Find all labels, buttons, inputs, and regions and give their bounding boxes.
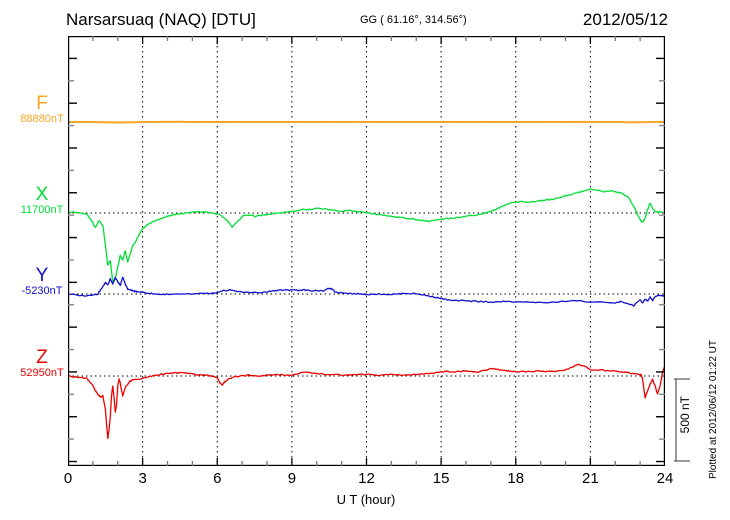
component-letter: Z	[36, 347, 48, 368]
component-baseline-value: -5230nT	[21, 285, 63, 297]
x-tick-label: 15	[432, 470, 450, 487]
x-tick-label: 21	[582, 470, 599, 487]
scale-bar	[674, 378, 690, 462]
x-tick-label: 18	[507, 470, 525, 487]
x-tick-label: 6	[213, 470, 222, 487]
component-label-f: F 88880nT	[20, 94, 63, 126]
observation-date: 2012/05/12	[582, 10, 668, 29]
x-tick-label: 0	[63, 470, 73, 487]
component-letter: F	[36, 93, 48, 114]
geographic-coordinates: GG ( 61.16°, 314.56°)	[360, 14, 467, 26]
trace-Z	[68, 363, 665, 440]
x-axis-title: U T (hour)	[336, 492, 396, 507]
x-tick-label: 24	[656, 470, 674, 487]
component-baseline-value: 52950nT	[20, 367, 64, 379]
trace-X	[68, 188, 663, 283]
magnetogram-plot	[68, 36, 665, 466]
component-letter: Y	[35, 265, 49, 286]
component-label-y: Y -5230nT	[22, 266, 63, 298]
component-label-z: Z 52950nT	[20, 348, 63, 380]
scale-bar-label: 500 nT	[678, 396, 692, 434]
x-tick-label: 9	[287, 470, 297, 487]
plotted-at-label: Plotted at 2012/06/12 01:22 UT	[708, 340, 719, 479]
trace-F	[68, 120, 665, 124]
component-baseline-value: 88880nT	[20, 113, 64, 125]
component-letter: X	[35, 184, 49, 205]
trace-Y	[68, 276, 665, 307]
x-tick-label: 12	[358, 470, 375, 487]
x-tick-label: 3	[138, 470, 147, 487]
station-title: Narsarsuaq (NAQ) [DTU]	[66, 10, 256, 29]
plot-area	[68, 36, 665, 466]
component-baseline-value: 11700nT	[20, 204, 64, 216]
x-axis-tick-labels: 0 3 6 9 12 15 18 21 24	[0, 470, 730, 490]
component-label-x: X 11700nT	[21, 185, 64, 217]
